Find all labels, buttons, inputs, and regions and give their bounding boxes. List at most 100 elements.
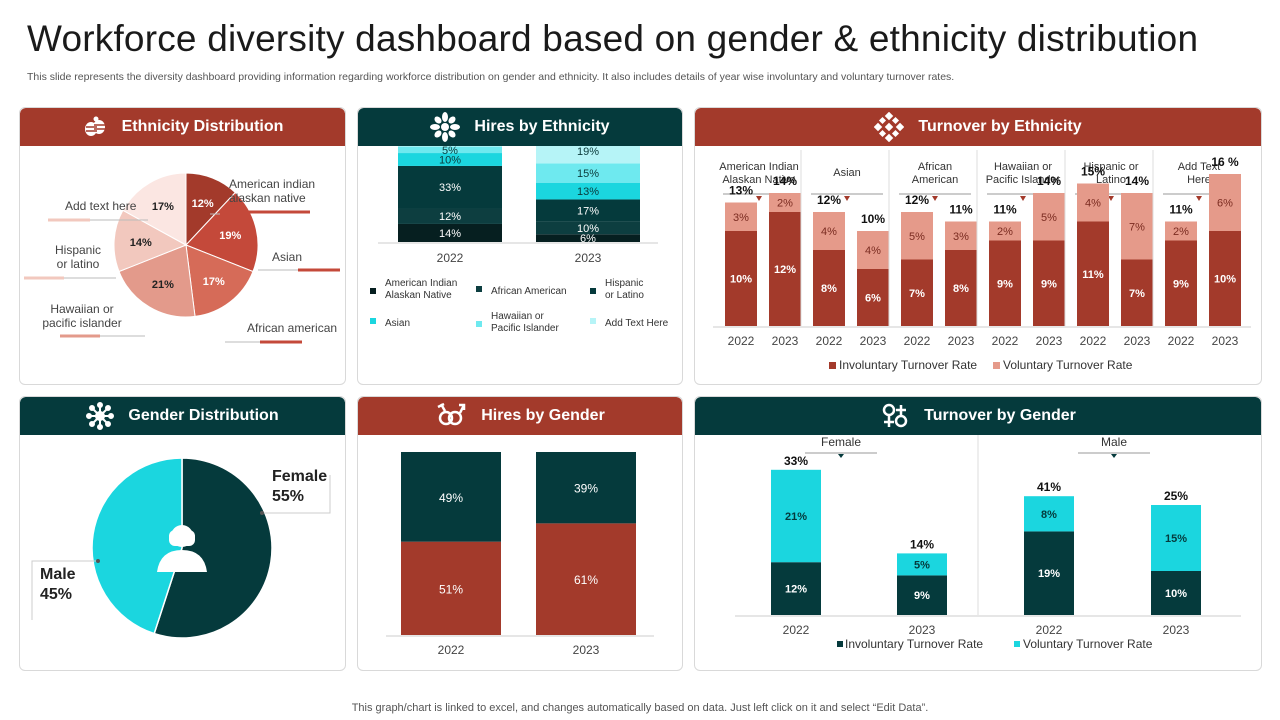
bar-label: 49% (439, 491, 463, 505)
group-marker (1020, 196, 1026, 201)
group-marker (838, 454, 844, 458)
bar-label: 2% (997, 226, 1013, 238)
hires-by-ethnicity-header: Hires by Ethnicity (358, 108, 682, 146)
x-tick-label: 2022 (1036, 623, 1063, 637)
page-title: Workforce diversity dashboard based on g… (27, 18, 1199, 59)
bar-voluntary (1077, 183, 1109, 222)
pie-slice (113, 209, 188, 273)
gender-symbols-icon (435, 401, 467, 431)
person-hair (169, 530, 195, 546)
bar-label: 15% (1165, 533, 1187, 545)
group-label: American Indian Alaskan Native (719, 161, 799, 186)
bar-label: 12% (774, 264, 796, 276)
group-label: Add Text Here (1178, 161, 1221, 186)
bar-label: 6% (865, 293, 881, 305)
female-value: 55% (272, 488, 304, 505)
page-footer: This graph/chart is linked to excel, and… (351, 702, 929, 714)
bar-segment (536, 221, 640, 235)
bar-involuntary (1121, 259, 1153, 326)
bar-involuntary (1024, 531, 1074, 615)
x-tick-label: 2023 (1163, 623, 1190, 637)
slice-label: 12% (192, 198, 214, 210)
diamond-pattern-icon (874, 112, 905, 142)
bar-label: 5% (442, 146, 458, 157)
legend-label: Hawaiian or Pacific Islander (491, 311, 559, 334)
total-label: 33% (784, 454, 808, 468)
total-label: 15% (1081, 165, 1105, 179)
bar-label: 9% (1041, 278, 1057, 290)
group-marker (1111, 454, 1117, 458)
bar-voluntary (1209, 174, 1241, 231)
bar-involuntary (1033, 240, 1065, 326)
bar-segment (536, 182, 640, 200)
bar-voluntary (769, 193, 801, 212)
legend-swatch (370, 318, 376, 324)
total-label: 25% (1164, 489, 1188, 503)
bar-involuntary (813, 250, 845, 326)
bar-label: 10% (1165, 588, 1187, 600)
bar-label: 2% (777, 198, 793, 210)
x-tick-label: 2023 (948, 334, 975, 348)
bar-voluntary (945, 221, 977, 250)
bar-label: 9% (442, 146, 458, 148)
bar-involuntary (1165, 240, 1197, 326)
callout-hawaiian: Hawaiian or pacific islander (42, 302, 121, 330)
bar-label: 39% (574, 482, 598, 496)
bar-voluntary (897, 553, 947, 576)
callout-box (262, 475, 331, 514)
bar-label: 4% (1085, 198, 1101, 210)
hires-by-ethnicity-title: Hires by Ethnicity (474, 118, 610, 135)
x-tick-label: 2023 (573, 643, 600, 657)
pie-slice (122, 172, 187, 246)
bar-label: 11% (1082, 269, 1104, 281)
group-marker (932, 196, 938, 201)
legend-label: Voluntary Turnover Rate (1023, 637, 1153, 651)
bar-label: 12% (785, 584, 807, 596)
bar-involuntary (725, 231, 757, 326)
bar-involuntary (945, 250, 977, 326)
legend-swatch (590, 318, 596, 324)
legend-label: Add Text Here (605, 318, 669, 329)
legend-swatch (476, 286, 482, 292)
bar-voluntary (1165, 221, 1197, 241)
gender-distribution-header: Gender Distribution (20, 397, 345, 435)
bar-label: 21% (785, 511, 807, 523)
bar-label: 61% (574, 573, 598, 587)
x-tick-label: 2022 (816, 334, 843, 348)
gender-distribution-title: Gender Distribution (128, 407, 279, 424)
callout-american-indian: American indian alaskan native (229, 177, 315, 205)
callout-dot (260, 511, 264, 515)
turnover-by-ethnicity-panel: Turnover by Ethnicity American Indian Ala… (694, 107, 1262, 385)
slice-label: 17% (152, 201, 174, 213)
total-label: 13% (729, 184, 753, 198)
bar-label: 14% (439, 228, 461, 240)
bar-label: 12% (439, 211, 461, 223)
female-label: Female (272, 468, 327, 485)
bar-label: 8% (1041, 509, 1057, 521)
hires-by-gender-panel: Hires by Gender 51% 49% 2022 61% 39% 2023 (357, 396, 683, 671)
turnover-by-ethnicity-chart: American Indian Alaskan Native 10% 3% 13% 202… (713, 150, 1251, 372)
ethnicity-distribution-header: Ethnicity Distribution (20, 108, 345, 146)
pie-slice (153, 457, 273, 639)
total-label: 14% (910, 537, 934, 551)
bar-segment (401, 452, 501, 542)
legend-swatch (993, 362, 1000, 369)
slice-label: 19% (219, 230, 241, 242)
x-tick-label: 2022 (437, 251, 464, 265)
bar-involuntary (857, 269, 889, 326)
bar-label: 6% (580, 233, 596, 245)
legend-swatch (829, 362, 836, 369)
bar-segment (536, 146, 640, 164)
bar-label: 5% (909, 231, 925, 243)
bar-voluntary (1033, 193, 1065, 241)
group-label: African American (912, 161, 958, 186)
bar-label: 7% (1129, 221, 1145, 233)
group-marker (844, 196, 850, 201)
turnover-by-gender-header: Turnover by Gender (695, 397, 1261, 435)
bar-voluntary (725, 202, 757, 231)
gender-distribution-chart: Female 55% Male 45% (31, 457, 331, 639)
bar-label: 9% (914, 590, 930, 602)
hires-by-gender-chart: 51% 49% 2022 61% 39% 2023 (386, 452, 654, 657)
ethnicity-distribution-title: Ethnicity Distribution (121, 118, 284, 135)
bar-voluntary (771, 469, 821, 563)
